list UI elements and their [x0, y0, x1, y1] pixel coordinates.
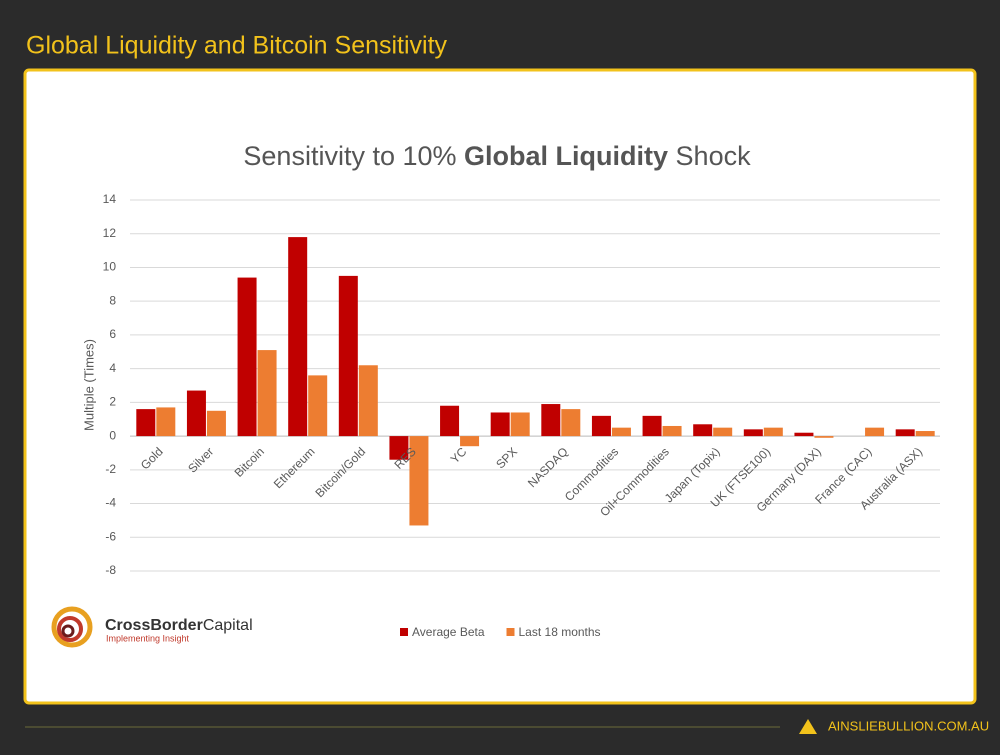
bar	[206, 410, 226, 437]
panel	[23, 68, 977, 705]
logo-ring	[57, 616, 83, 642]
footer-icon	[799, 719, 817, 734]
bar	[865, 427, 885, 437]
y-tick-label: 0	[109, 428, 116, 442]
y-tick-label: 12	[103, 226, 117, 240]
title-prefix: Sensitivity to 10%	[243, 141, 456, 171]
bar	[642, 415, 662, 437]
y-tick-label: -8	[105, 563, 116, 577]
bar	[440, 405, 460, 437]
legend-swatch	[506, 628, 515, 636]
bar	[186, 390, 206, 437]
bar	[358, 365, 378, 437]
y-tick-label: -6	[105, 529, 116, 543]
bar	[662, 425, 682, 437]
bar	[237, 277, 257, 437]
bar	[693, 424, 713, 437]
legend-label: Last 18 months	[519, 625, 601, 639]
y-tick-label: 2	[109, 395, 116, 409]
logo-light: Capital	[203, 617, 253, 634]
logo-bold: CrossBorder	[105, 617, 203, 634]
bar	[763, 427, 783, 437]
title-emphasis: Global Liquidity	[464, 141, 668, 171]
y-axis-label: Multiple (Times)	[81, 339, 96, 431]
y-tick-label: 14	[103, 192, 117, 206]
bar	[389, 436, 409, 460]
logo-text: CrossBorderCapital	[105, 617, 253, 634]
bar	[490, 412, 510, 437]
title-suffix: Shock	[676, 141, 752, 171]
chart-title: Sensitivity to 10% Global Liquidity Shoc…	[243, 141, 751, 171]
logo-ring	[61, 624, 75, 638]
logo: CrossBorderCapital Implementing Insight	[51, 606, 253, 648]
bar	[743, 429, 763, 437]
bar	[409, 436, 429, 526]
y-tick-label: -2	[105, 462, 116, 476]
legend-label: Average Beta	[412, 625, 485, 639]
bar	[460, 436, 480, 447]
bar	[510, 412, 530, 437]
y-tick-label: 4	[109, 361, 116, 375]
y-tick-label: 8	[109, 293, 116, 307]
bar	[257, 350, 277, 437]
legend-swatch	[400, 628, 408, 636]
y-tick-label: 10	[103, 260, 117, 274]
bar	[308, 375, 328, 437]
bar	[136, 409, 156, 437]
bar	[915, 431, 935, 437]
bar	[895, 429, 915, 437]
bar	[713, 427, 733, 437]
bar	[338, 275, 358, 437]
bar	[814, 436, 834, 438]
y-tick-label: 6	[109, 327, 116, 341]
bar	[156, 407, 176, 437]
footer-site: AINSLIEBULLION.COM.AU	[828, 718, 989, 733]
logo-tagline: Implementing Insight	[106, 633, 190, 643]
bar	[541, 404, 561, 437]
bar	[794, 432, 814, 437]
bar	[611, 427, 631, 437]
bar	[591, 415, 611, 437]
bar	[288, 237, 308, 437]
logo-ring	[51, 606, 93, 648]
slide-title: Global Liquidity and Bitcoin Sensitivity	[26, 32, 448, 60]
y-tick-label: -4	[105, 496, 116, 510]
bar	[561, 409, 581, 437]
